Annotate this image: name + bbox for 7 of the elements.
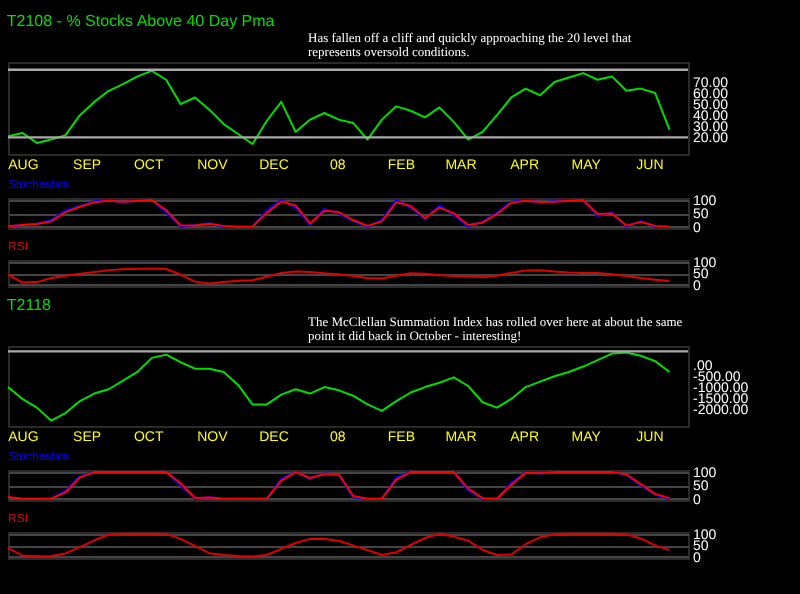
line-series xyxy=(8,69,671,146)
chart-title: T2118 xyxy=(6,296,53,314)
chart-title: T2108 - % Stocks Above 40 Day Pma xyxy=(6,12,276,30)
line-series xyxy=(8,267,671,285)
line-series xyxy=(8,532,671,558)
line-series xyxy=(8,351,671,422)
line-series xyxy=(8,199,671,228)
